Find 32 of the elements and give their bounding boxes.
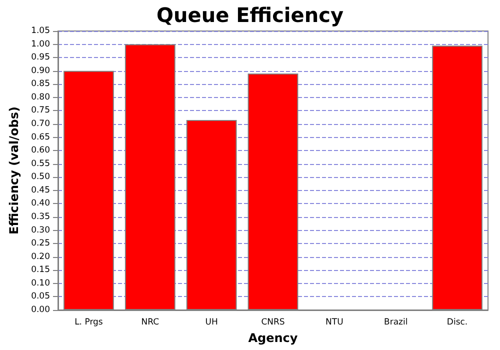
y-tick-label: 0.55 [31,158,50,169]
y-axis-title: Efficiency (val/obs) [7,106,21,234]
x-tick-label: L. Prgs [74,318,104,328]
y-tick-label: 0.10 [31,278,50,288]
y-tick-label: 0.60 [31,146,50,156]
y-tick-label: 0.75 [31,106,50,116]
y-tick-label: 0.50 [31,172,50,182]
y-tick-label: 0.70 [31,119,50,129]
x-tick-label: CNRS [261,318,285,328]
y-tick-label: 0.90 [31,66,50,76]
y-tick-label: 1.05 [31,26,50,36]
y-tick-label: 0.15 [31,265,50,276]
y-tick-label: 1.00 [31,39,50,50]
x-tick-label: Brazil [384,318,408,328]
y-tick-label: 0.85 [31,79,50,90]
x-tick-label: NTU [326,318,344,328]
y-tick-label: 0.20 [31,252,50,262]
y-tick-label: 0.80 [31,92,50,102]
chart-title: Queue Efficiency [156,3,344,27]
y-tick-label: 0.00 [31,305,50,315]
y-tick-label: 0.05 [31,292,50,302]
y-tick-label: 0.30 [31,225,50,236]
x-tick-label: Disc. [446,318,468,328]
y-tick-label: 0.25 [31,238,50,249]
y-tick-label: 0.45 [31,185,50,196]
y-tick-label: 0.65 [31,132,50,142]
y-tick-label: 0.95 [31,52,50,63]
y-tick-label: 0.40 [31,198,50,209]
x-axis-title: Agency [248,331,298,345]
x-tick-label: UH [205,318,218,328]
y-tick-label: 0.35 [31,212,50,222]
x-tick-label: NRC [141,318,160,328]
